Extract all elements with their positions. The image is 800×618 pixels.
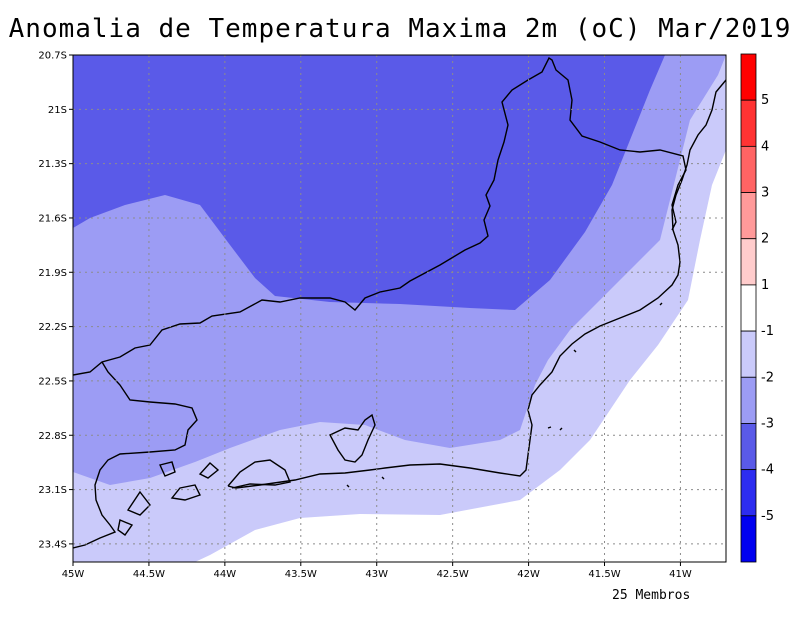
colorbar-swatch	[740, 423, 757, 471]
colorbar-label: -5	[761, 509, 774, 524]
map-title: Anomalia de Temperatura Maxima 2m (oC) M…	[8, 14, 792, 44]
x-tick-label: 43.5W	[285, 569, 317, 580]
colorbar-swatch	[740, 469, 757, 517]
y-tick-label: 21.6S	[38, 213, 67, 224]
colorbar-label: 3	[761, 186, 769, 201]
colorbar-label: 2	[761, 232, 769, 247]
colorbar-label: 5	[761, 93, 769, 108]
y-tick-label: 22.8S	[38, 431, 67, 442]
colorbar-swatch	[740, 238, 757, 286]
plot-frame	[72, 54, 727, 563]
colorbar-label: -3	[761, 416, 774, 431]
fill-anomaly-below-minus-3	[73, 55, 665, 310]
colorbar-swatch	[740, 515, 757, 563]
x-tick-label: 44.5W	[133, 569, 165, 580]
y-tick-label: 21.3S	[38, 159, 67, 170]
y-tick-label: 23.4S	[38, 539, 67, 550]
y-tick-label: 22.5S	[38, 376, 67, 387]
coastline-bays	[117, 413, 376, 536]
x-tick-label: 45W	[62, 569, 85, 580]
x-axis: 45W 44.5W 44W 43.5W 43W 42.5W 42W 41.5W 41W	[62, 562, 692, 580]
x-tick-label: 42W	[517, 569, 540, 580]
state-border-west	[73, 361, 198, 549]
coastline-layer	[73, 56, 726, 549]
colorbar-swatch	[740, 330, 757, 378]
colorbar-swatch	[740, 284, 757, 332]
y-tick-label: 20.7S	[38, 51, 67, 62]
y-tick-label: 22.2S	[38, 322, 67, 333]
anomaly-fill-layer	[73, 55, 726, 562]
colorbar-label: -1	[761, 324, 774, 339]
colorbar: 5 4 3 2 1 -1 -2 -3 -4 -5	[740, 53, 774, 563]
ensemble-members-note: 25 Membros	[612, 588, 691, 603]
x-tick-label: 42.5W	[437, 569, 469, 580]
x-tick-label: 43W	[365, 569, 388, 580]
state-border-north	[73, 56, 687, 376]
x-tick-label: 41.5W	[588, 569, 620, 580]
y-tick-label: 23.1S	[38, 485, 67, 496]
grid-lines	[73, 55, 726, 562]
island-points	[346, 302, 663, 488]
colorbar-label: 1	[761, 278, 769, 293]
colorbar-label: 4	[761, 139, 769, 154]
x-tick-label: 44W	[214, 569, 237, 580]
colorbar-label: -4	[761, 463, 774, 478]
colorbar-swatch	[740, 53, 757, 101]
colorbar-label: -2	[761, 370, 774, 385]
colorbar-swatch	[740, 192, 757, 240]
colorbar-swatch	[740, 99, 757, 147]
y-tick-label: 21S	[48, 105, 67, 116]
colorbar-swatch	[740, 145, 757, 193]
coastline-east	[227, 79, 726, 489]
colorbar-swatch	[740, 376, 757, 424]
x-tick-label: 41W	[669, 569, 692, 580]
y-tick-label: 21.9S	[38, 268, 67, 279]
y-axis: 20.7S 21S 21.3S 21.6S 21.9S 22.2S 22.5S 22.8S 23…	[38, 51, 73, 550]
